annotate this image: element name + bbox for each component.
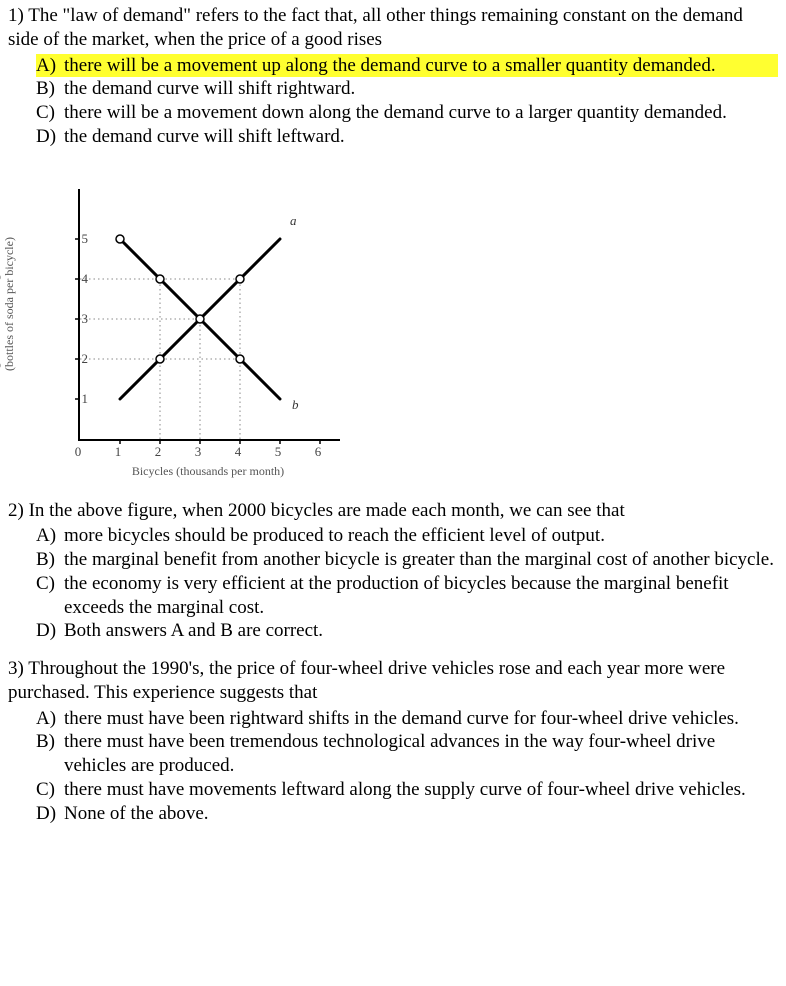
q1-option-c: C) there will be a movement down along t… [36,101,778,125]
q1-option-a: A) there will be a movement up along the… [36,54,778,78]
y-tick-label: 1 [82,390,89,406]
q1-stem-text: The "law of demand" refers to the fact t… [8,5,743,50]
option-text: there will be a movement up along the de… [64,54,778,78]
y-tick-label: 3 [82,310,89,326]
option-text: Both answers A and B are correct. [64,619,778,643]
plot-svg [80,189,340,439]
q1-options: A) there will be a movement up along the… [36,54,778,149]
option-text: there must have been rightward shifts in… [64,707,778,731]
y-tick-label: 2 [82,350,89,366]
y-tick-label: 4 [82,270,89,286]
series-label-a: a [290,213,297,229]
question-2: 2) In the above figure, when 2000 bicycl… [8,499,778,644]
option-letter: B) [36,77,64,101]
option-text: the demand curve will shift rightward. [64,77,778,101]
option-text: the marginal benefit from another bicycl… [64,548,778,572]
option-letter: A) [36,707,64,731]
x-tick-label: 3 [195,444,202,460]
option-letter: A) [36,54,64,78]
q2-number: 2) [8,500,24,521]
option-letter: D) [36,802,64,826]
option-text: more bicycles should be produced to reac… [64,524,778,548]
y-tick-label: 5 [82,230,89,246]
x-tick-label: 6 [315,444,322,460]
chart-y-axis-label: Marginal cost and marginal benefit(bottl… [0,174,17,434]
x-tick-label: 4 [235,444,242,460]
marginal-cost-benefit-chart: Marginal cost and marginal benefit(bottl… [8,179,358,489]
option-letter: D) [36,125,64,149]
q2-stem: 2) In the above figure, when 2000 bicycl… [8,499,778,523]
option-text: None of the above. [64,802,778,826]
q3-number: 3) [8,658,24,679]
q1-option-b: B) the demand curve will shift rightward… [36,77,778,101]
option-letter: C) [36,778,64,802]
series-label-b: b [292,397,299,413]
q3-option-a: A) there must have been rightward shifts… [36,707,778,731]
option-letter: D) [36,619,64,643]
option-letter: A) [36,524,64,548]
chart-x-axis-label: Bicycles (thousands per month) [78,464,338,479]
option-letter: C) [36,101,64,125]
q3-option-b: B) there must have been tremendous techn… [36,730,778,778]
q3-stem-text: Throughout the 1990's, the price of four… [8,658,725,703]
option-text: there will be a movement down along the … [64,101,778,125]
option-text: there must have movements leftward along… [64,778,778,802]
x-tick-label: 0 [75,444,82,460]
q2-option-b: B) the marginal benefit from another bic… [36,548,778,572]
q2-option-a: A) more bicycles should be produced to r… [36,524,778,548]
option-letter: C) [36,572,64,596]
q1-number: 1) [8,5,24,26]
plot-area [78,189,340,441]
x-tick-label: 2 [155,444,162,460]
question-3: 3) Throughout the 1990's, the price of f… [8,657,778,825]
q1-option-d: D) the demand curve will shift leftward. [36,125,778,149]
option-text: the demand curve will shift leftward. [64,125,778,149]
option-text: there must have been tremendous technolo… [64,730,778,778]
x-tick-label: 1 [115,444,122,460]
q3-options: A) there must have been rightward shifts… [36,707,778,826]
q1-stem: 1) The "law of demand" refers to the fac… [8,4,778,52]
option-letter: B) [36,548,64,572]
q3-stem: 3) Throughout the 1990's, the price of f… [8,657,778,705]
q2-options: A) more bicycles should be produced to r… [36,524,778,643]
q2-option-c: C) the economy is very efficient at the … [36,572,778,620]
option-text: the economy is very efficient at the pro… [64,572,778,620]
q3-option-c: C) there must have movements leftward al… [36,778,778,802]
q2-option-d: D) Both answers A and B are correct. [36,619,778,643]
question-1: 1) The "law of demand" refers to the fac… [8,4,778,149]
x-tick-label: 5 [275,444,282,460]
q3-option-d: D) None of the above. [36,802,778,826]
q2-stem-text: In the above figure, when 2000 bicycles … [29,500,625,521]
option-letter: B) [36,730,64,754]
